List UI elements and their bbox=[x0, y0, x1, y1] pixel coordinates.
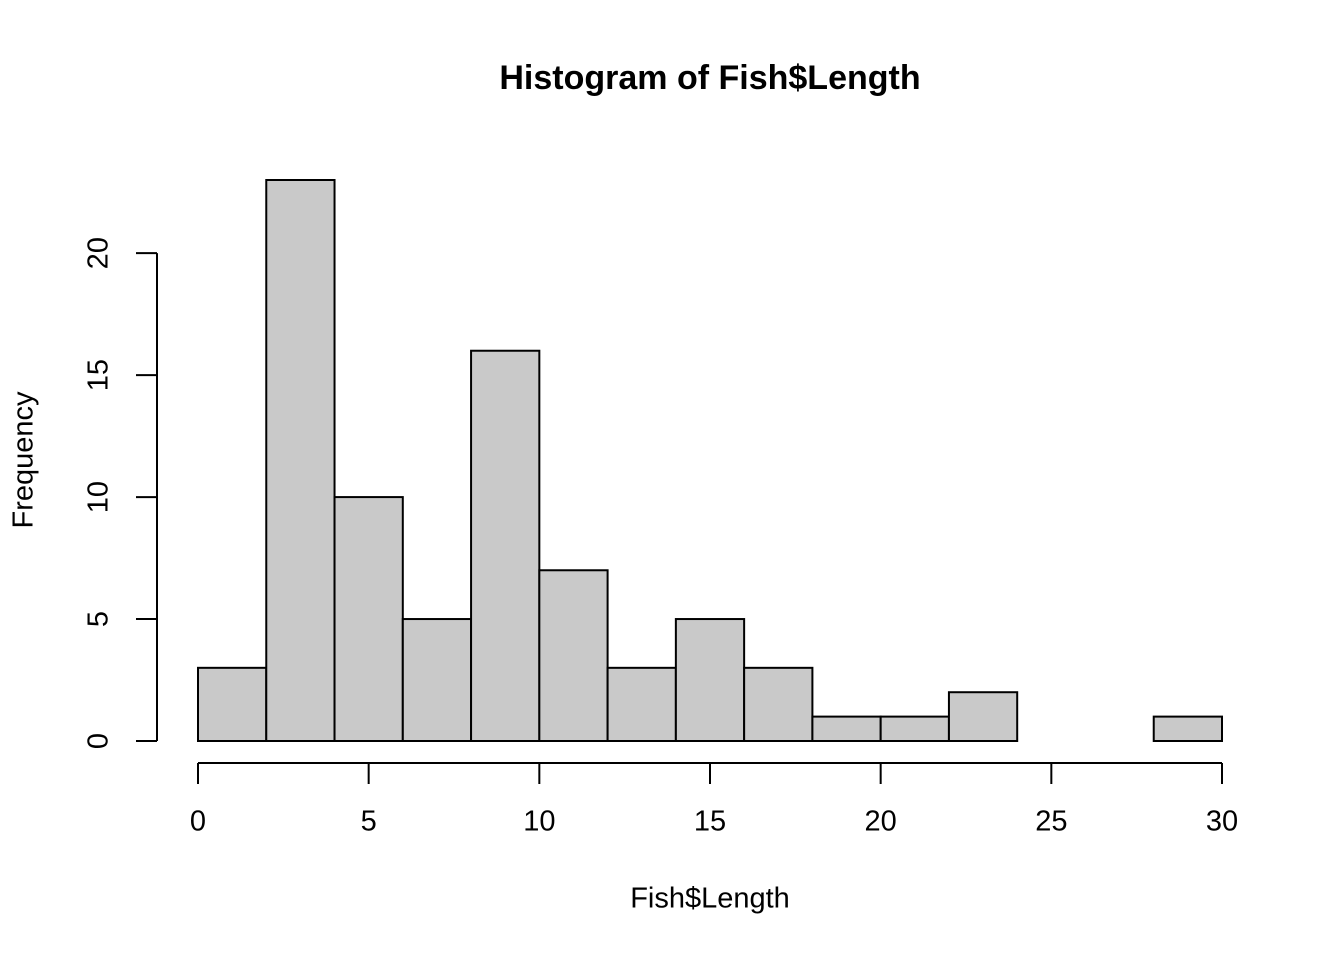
bar bbox=[538, 569, 609, 742]
bar bbox=[1152, 715, 1223, 743]
bar bbox=[879, 715, 950, 743]
x-tick-label: 25 bbox=[1035, 806, 1067, 838]
y-tick-label: 15 bbox=[83, 359, 115, 391]
x-axis-label: Fish$Length bbox=[630, 883, 790, 915]
bar bbox=[470, 349, 541, 742]
y-tick-label: 0 bbox=[83, 733, 115, 749]
bar bbox=[265, 179, 336, 742]
bar bbox=[674, 618, 746, 742]
x-tick-label: 5 bbox=[361, 806, 377, 838]
bar bbox=[947, 691, 1019, 743]
y-tick-label: 20 bbox=[83, 237, 115, 269]
bar bbox=[401, 618, 473, 742]
y-tick-label: 10 bbox=[83, 481, 115, 513]
bar bbox=[811, 715, 882, 743]
y-tick-label: 5 bbox=[83, 611, 115, 627]
x-tick-label: 30 bbox=[1206, 806, 1238, 838]
bar bbox=[333, 496, 404, 742]
x-tick-label: 20 bbox=[865, 806, 897, 838]
x-tick-label: 0 bbox=[190, 806, 206, 838]
bar bbox=[606, 666, 677, 743]
bar bbox=[197, 666, 268, 743]
y-axis-label: Frequency bbox=[8, 391, 40, 529]
x-tick-label: 10 bbox=[523, 806, 555, 838]
x-tick-label: 15 bbox=[694, 806, 726, 838]
chart-title: Histogram of Fish$Length bbox=[499, 59, 920, 97]
bar bbox=[743, 666, 814, 743]
